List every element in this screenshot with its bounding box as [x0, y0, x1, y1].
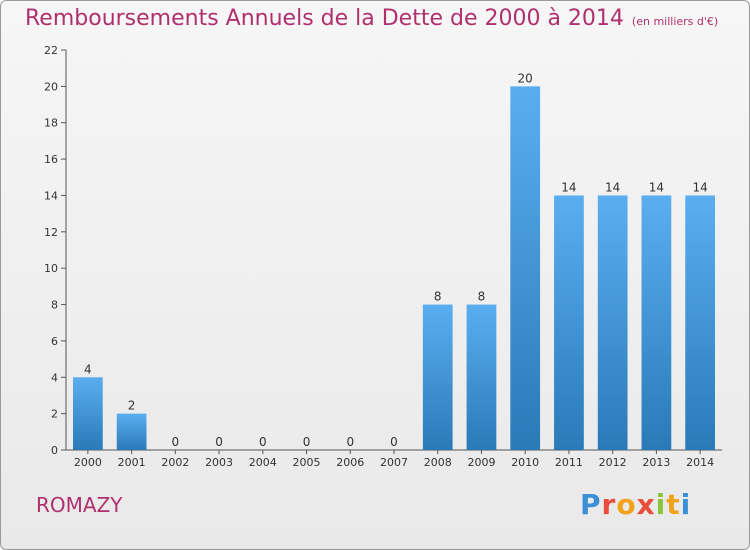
- x-tick-label: 2013: [642, 456, 670, 469]
- y-tick-label: 0: [51, 444, 58, 457]
- bar: [72, 377, 103, 450]
- bar-value-label: 20: [518, 71, 533, 85]
- y-tick-label: 6: [51, 335, 58, 348]
- y-tick-label: 12: [44, 226, 58, 239]
- bar-value-label: 0: [259, 435, 267, 449]
- bar-value-label: 0: [215, 435, 223, 449]
- bar-value-label: 0: [390, 435, 398, 449]
- x-tick-label: 2008: [424, 456, 452, 469]
- y-tick-label: 4: [51, 371, 58, 384]
- chart-subtitle: (en milliers d'€): [631, 15, 719, 28]
- x-tick-label: 2010: [511, 456, 539, 469]
- bar-value-label: 0: [346, 435, 354, 449]
- chart-title-text: Remboursements Annuels de la Dette de 20…: [25, 6, 624, 31]
- x-tick-label: 2007: [380, 456, 408, 469]
- x-tick-label: 2014: [686, 456, 714, 469]
- bar: [554, 195, 584, 450]
- y-tick-label: 14: [44, 189, 58, 202]
- y-tick-label: 20: [44, 80, 58, 93]
- x-tick-label: 2001: [118, 456, 146, 469]
- bar-value-label: 8: [434, 290, 442, 304]
- bar-value-label: 4: [84, 362, 92, 376]
- x-tick-label: 2000: [74, 456, 102, 469]
- bar-value-label: 14: [692, 180, 707, 194]
- x-tick-label: 2012: [599, 456, 627, 469]
- bar: [116, 413, 147, 450]
- bar: [641, 195, 672, 450]
- y-tick-label: 8: [51, 299, 58, 312]
- x-tick-label: 2003: [205, 456, 233, 469]
- bar-value-label: 0: [303, 435, 311, 449]
- bar-value-label: 2: [128, 399, 136, 413]
- commune-name: ROMAZY: [36, 493, 123, 517]
- bar: [422, 304, 453, 450]
- bar: [466, 304, 497, 450]
- x-tick-label: 2009: [467, 456, 495, 469]
- y-axis-ticks: 0 2 4 6 8 10 12 14 16 18 20 22: [44, 44, 66, 457]
- bar-value-label: 8: [478, 290, 486, 304]
- y-tick-label: 2: [51, 408, 58, 421]
- proxiti-logo: Proxiti: [580, 488, 692, 521]
- x-tick-label: 2005: [293, 456, 321, 469]
- bar-value-label: 0: [172, 435, 180, 449]
- y-tick-label: 10: [44, 262, 58, 275]
- bar-value-label: 14: [605, 180, 620, 194]
- x-axis-ticks: 2000 2001 2002 2003 2004 2005 2006 2007 2008 2009…: [74, 450, 714, 469]
- bar: [685, 195, 716, 450]
- y-tick-label: 18: [44, 117, 58, 130]
- y-tick-label: 16: [44, 153, 58, 166]
- bar-value-label: 14: [649, 180, 664, 194]
- bar: [510, 86, 541, 450]
- bar: [597, 195, 628, 450]
- x-tick-label: 2002: [161, 456, 189, 469]
- x-tick-label: 2006: [336, 456, 364, 469]
- x-tick-label: 2004: [249, 456, 277, 469]
- y-tick-label: 22: [44, 44, 58, 57]
- bar-value-label: 14: [561, 180, 576, 194]
- chart-title: Remboursements Annuels de la Dette de 20…: [25, 6, 718, 31]
- x-tick-label: 2011: [555, 456, 583, 469]
